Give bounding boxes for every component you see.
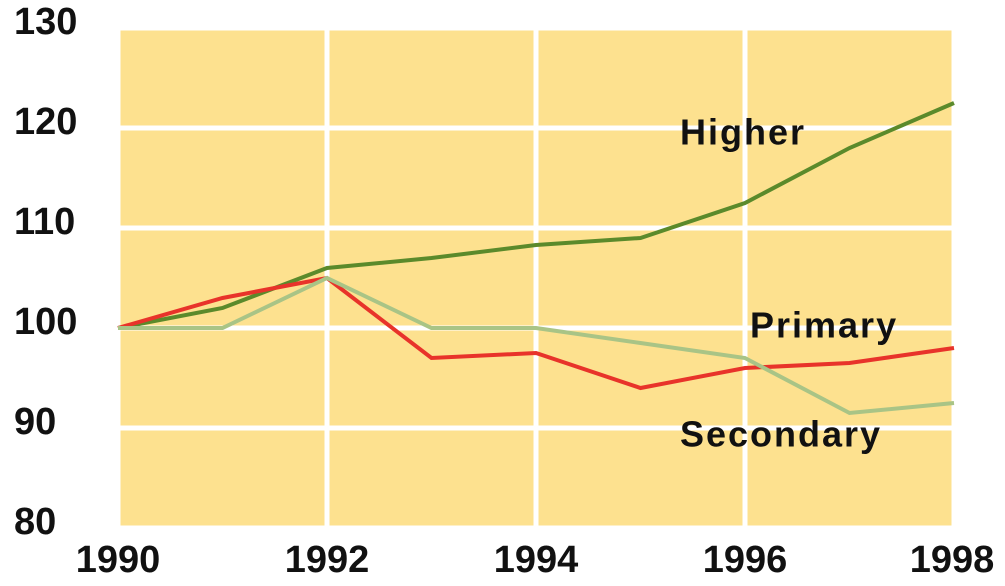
y-tick-label: 100 [14, 301, 77, 343]
y-tick-label: 90 [14, 401, 56, 443]
x-tick-label: 1994 [494, 539, 579, 581]
line [117, 101, 955, 330]
series-label: Primary [750, 305, 898, 346]
series-label: Higher [680, 112, 806, 153]
y-tick-label: 130 [14, 1, 77, 43]
y-tick-label: 110 [14, 201, 75, 243]
y-tick-label: 120 [14, 101, 77, 143]
line [118, 275, 955, 416]
line [117, 275, 955, 391]
x-tick-label: 1990 [76, 539, 161, 581]
x-tick-label: 1992 [285, 539, 370, 581]
series-label: Secondary [680, 414, 882, 455]
x-tick-label: 1996 [703, 539, 788, 581]
x-tick-label: 1998 [910, 539, 995, 581]
y-tick-label: 80 [14, 501, 56, 543]
